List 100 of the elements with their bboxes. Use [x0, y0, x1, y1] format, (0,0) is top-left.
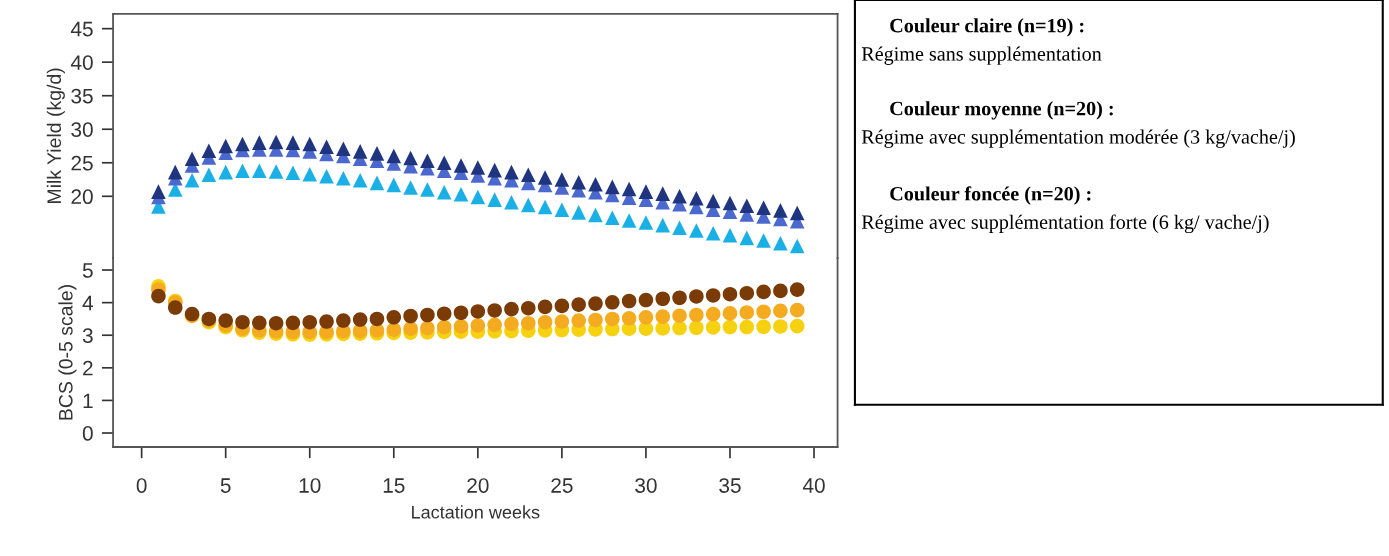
point: [672, 308, 687, 323]
point: [487, 162, 502, 178]
point: [756, 233, 771, 248]
point: [268, 164, 284, 179]
y-tick-label: 5: [82, 263, 93, 278]
point: [739, 285, 755, 301]
point: [167, 300, 183, 315]
point: [520, 167, 536, 183]
point: [689, 289, 704, 304]
point: [352, 144, 368, 159]
point: [605, 179, 620, 195]
point: [537, 199, 553, 215]
point: [705, 320, 721, 335]
point: [789, 205, 805, 221]
y-tick-label: 35: [71, 88, 93, 104]
y-tick-label: 4: [82, 295, 94, 311]
point: [638, 215, 654, 230]
point: [369, 146, 385, 161]
point: [369, 311, 385, 327]
point: [621, 293, 637, 309]
point: [336, 313, 351, 328]
point: [352, 312, 368, 327]
point: [436, 184, 452, 200]
point: [773, 235, 788, 251]
point: [218, 138, 233, 154]
point: [268, 315, 284, 331]
point: [588, 312, 603, 328]
point: [655, 309, 671, 324]
text: Régime avec supplémentation modérée (3 kg/vache/j): [861, 129, 1295, 148]
point: [504, 164, 519, 180]
point: [605, 295, 620, 310]
point: [571, 205, 586, 220]
point: [386, 310, 402, 325]
point: [386, 177, 402, 193]
point: [352, 172, 368, 188]
point: [588, 176, 603, 192]
point: [571, 297, 586, 312]
point: [184, 151, 200, 167]
text: Couleur moyenne (n=20) :: [890, 101, 1113, 120]
point: [672, 189, 687, 204]
point: [621, 311, 637, 326]
y-tick-label: 40: [70, 55, 93, 70]
point: [252, 315, 267, 331]
point: [319, 314, 334, 329]
point: [554, 314, 570, 329]
x-tick-label: 5: [220, 478, 231, 493]
point: [252, 163, 267, 179]
point: [789, 238, 805, 254]
point: [756, 319, 771, 335]
point: [554, 298, 570, 314]
text: Couleur claire (n=19) :: [890, 18, 1084, 37]
point: [588, 207, 603, 223]
point: [638, 292, 654, 308]
point: [420, 307, 435, 323]
point: [554, 172, 570, 187]
point: [571, 174, 586, 190]
y-tick-label: 2: [83, 360, 93, 376]
point: [487, 303, 502, 318]
point: [739, 198, 755, 213]
point: [739, 319, 755, 335]
point: [252, 135, 267, 150]
point: [520, 197, 536, 213]
y-tick-label: 20: [71, 189, 93, 205]
text: Régime avec supplémentation forte (6 kg/ vache/j): [861, 214, 1269, 234]
point: [537, 314, 553, 330]
point: [487, 192, 502, 207]
point: [689, 320, 704, 336]
point: [403, 321, 418, 336]
point: [689, 223, 704, 238]
point: [705, 193, 721, 209]
point: [504, 195, 519, 210]
y-tick-label: 1: [83, 393, 93, 408]
x-tick-label: 35: [719, 478, 741, 493]
point: [672, 320, 687, 336]
point: [201, 143, 217, 158]
point: [420, 320, 435, 336]
point: [285, 315, 301, 331]
text: Régime sans supplémentation: [861, 46, 1102, 65]
point: [789, 282, 805, 297]
point: [436, 155, 452, 171]
point: [470, 318, 486, 333]
point: [218, 164, 233, 180]
point: [705, 288, 721, 303]
point: [756, 284, 771, 300]
point: [672, 290, 687, 306]
point: [302, 314, 318, 330]
point: [184, 172, 200, 188]
point: [235, 136, 250, 152]
y-tick-label: 3: [82, 328, 93, 343]
y-tick-label: 0: [82, 426, 93, 441]
point: [638, 184, 654, 199]
y-axis-title: BCS (0-5 scale): [58, 285, 77, 420]
x-tick-label: 0: [136, 478, 147, 493]
point: [672, 220, 687, 236]
point: [403, 308, 418, 324]
point: [285, 165, 301, 181]
point: [453, 319, 469, 334]
point: [773, 203, 788, 218]
point: [504, 316, 519, 332]
point: [470, 160, 486, 175]
